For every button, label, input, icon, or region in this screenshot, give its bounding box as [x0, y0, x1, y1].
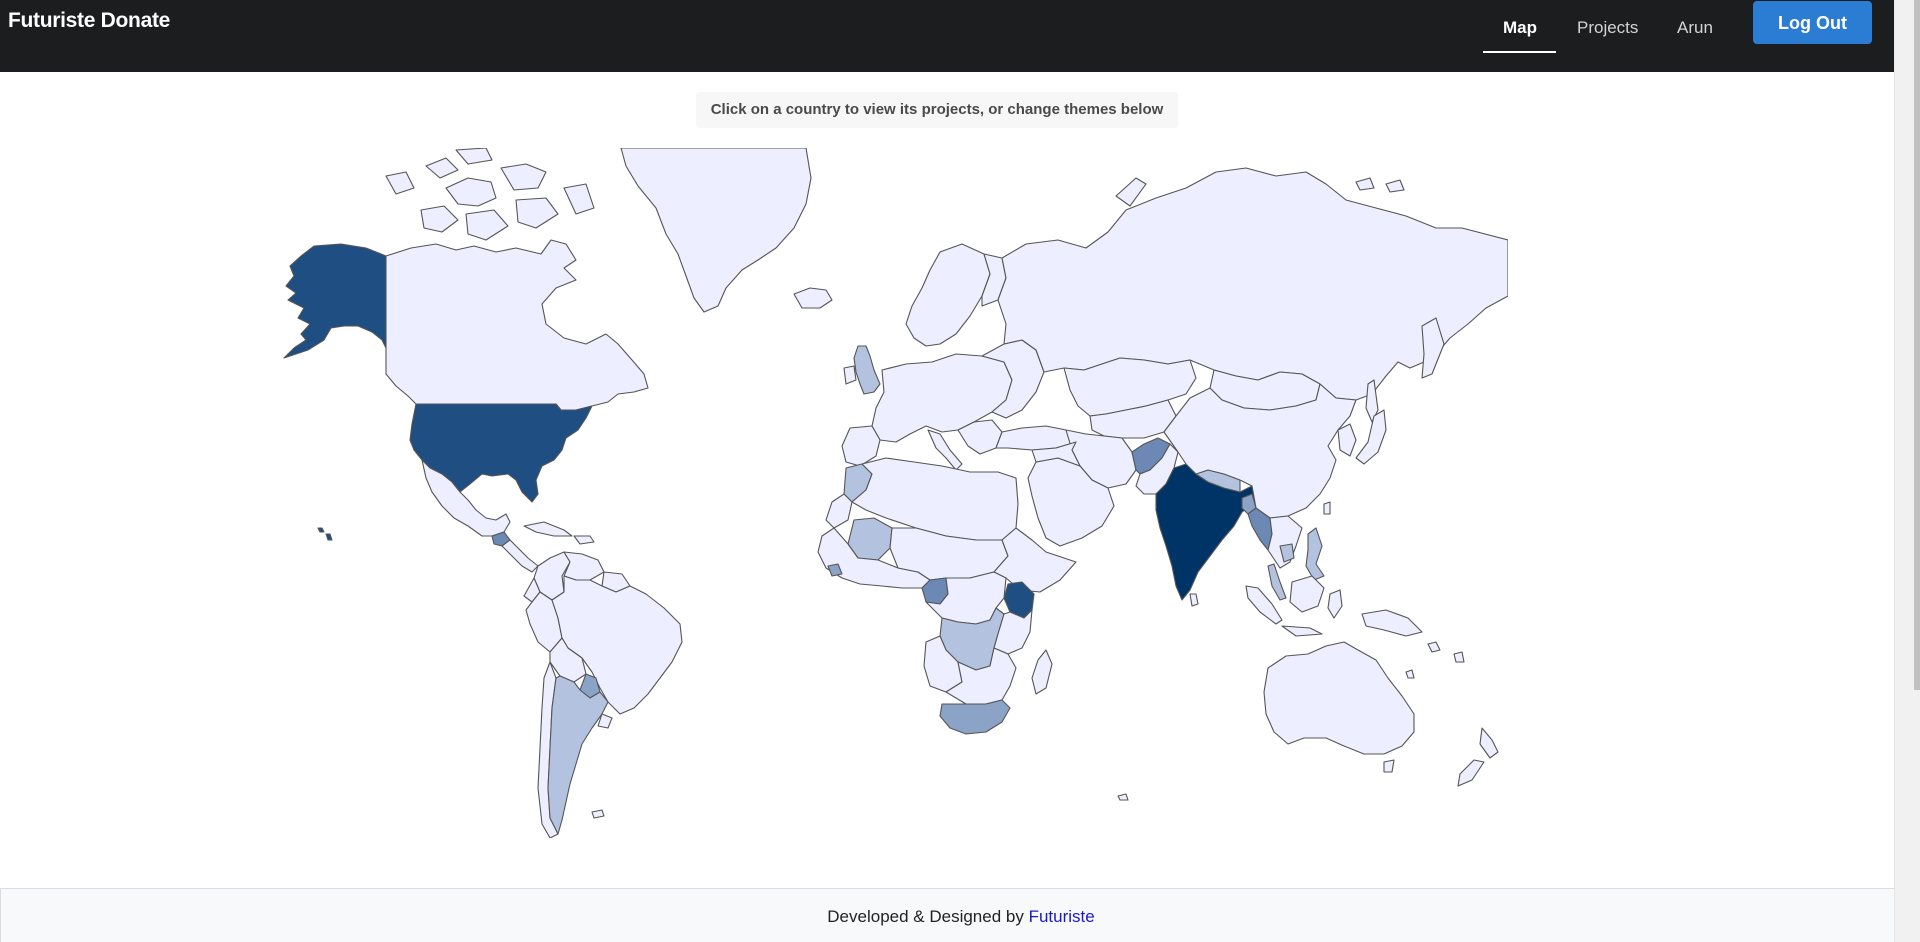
country-russia-kamchatka[interactable]: [1421, 317, 1445, 379]
country-kazakhstan[interactable]: [1063, 357, 1197, 417]
country-sumatra[interactable]: [1245, 585, 1283, 625]
vertical-scrollbar[interactable]: [1894, 0, 1920, 942]
world-map[interactable]: [246, 148, 1508, 838]
country-tasmania[interactable]: [1383, 759, 1395, 773]
country-sulawesi[interactable]: [1327, 589, 1343, 619]
footer-credit-prefix: Developed & Designed by: [827, 907, 1029, 926]
country-argentina[interactable]: [547, 675, 609, 835]
country-western-sahara[interactable]: [825, 493, 853, 529]
country-greenland[interactable]: [620, 148, 812, 313]
country-uk[interactable]: [853, 345, 881, 395]
country-australia[interactable]: [1263, 641, 1415, 755]
country-scandinavia[interactable]: [905, 243, 991, 347]
country-east-africa[interactable]: [993, 609, 1033, 655]
country-usa-alaska[interactable]: [283, 243, 387, 359]
country-borneo[interactable]: [1289, 575, 1325, 613]
country-falklands[interactable]: [591, 809, 605, 819]
country-central-america[interactable]: [501, 539, 539, 573]
brand-logo[interactable]: Futuriste Donate: [8, 9, 171, 32]
country-iraq-syria[interactable]: [1031, 441, 1081, 467]
country-pacific-islands[interactable]: [1405, 641, 1465, 679]
country-china[interactable]: [1163, 383, 1357, 519]
country-sierra-leone[interactable]: [827, 563, 843, 577]
nav-link-user[interactable]: Arun: [1677, 18, 1713, 37]
country-arabia[interactable]: [1027, 457, 1115, 547]
logout-button[interactable]: Log Out: [1753, 1, 1872, 44]
footer: Developed & Designed by Futuriste: [0, 888, 1894, 942]
country-mexico[interactable]: [421, 459, 511, 537]
country-antarctic-dot[interactable]: [1117, 793, 1129, 801]
country-canada-islands[interactable]: [385, 148, 595, 241]
country-new-guinea[interactable]: [1361, 609, 1423, 637]
country-new-zealand[interactable]: [1457, 727, 1499, 787]
country-uruguay[interactable]: [597, 713, 613, 729]
country-cuba[interactable]: [523, 521, 573, 537]
country-cambodia[interactable]: [1279, 543, 1295, 563]
country-korea[interactable]: [1337, 423, 1357, 457]
country-malay-peninsula[interactable]: [1267, 563, 1287, 601]
country-sri-lanka[interactable]: [1189, 593, 1199, 607]
futuriste-link[interactable]: Futuriste: [1028, 907, 1095, 926]
country-canada[interactable]: [385, 239, 649, 411]
country-iceland[interactable]: [793, 287, 833, 309]
country-india[interactable]: [1155, 463, 1257, 601]
country-java[interactable]: [1281, 625, 1323, 637]
country-south-africa[interactable]: [939, 699, 1011, 735]
country-japan[interactable]: [1355, 409, 1387, 465]
nav-link-map[interactable]: Map: [1503, 18, 1537, 37]
map-instructions: Click on a country to view its projects,…: [696, 92, 1178, 128]
world-map-svg[interactable]: [246, 148, 1508, 838]
country-hispaniola[interactable]: [573, 535, 595, 545]
country-taiwan[interactable]: [1323, 501, 1331, 515]
country-iberia[interactable]: [841, 425, 881, 467]
country-ireland[interactable]: [843, 365, 857, 385]
active-nav-indicator: [1483, 51, 1556, 53]
nav-link-projects[interactable]: Projects: [1577, 18, 1639, 37]
country-philippines[interactable]: [1305, 527, 1325, 581]
country-usa-hawaii[interactable]: [317, 527, 333, 541]
country-italy[interactable]: [927, 429, 963, 471]
top-navbar: Futuriste Donate Map Projects Arun Log O…: [0, 0, 1894, 72]
footer-credit: Developed & Designed by Futuriste: [1, 907, 1920, 927]
country-venezuela[interactable]: [563, 551, 605, 581]
country-russia-islands[interactable]: [1115, 177, 1405, 207]
country-indochina[interactable]: [1267, 515, 1303, 569]
scrollbar-thumb[interactable]: [1914, 0, 1920, 690]
country-madagascar[interactable]: [1031, 649, 1053, 695]
